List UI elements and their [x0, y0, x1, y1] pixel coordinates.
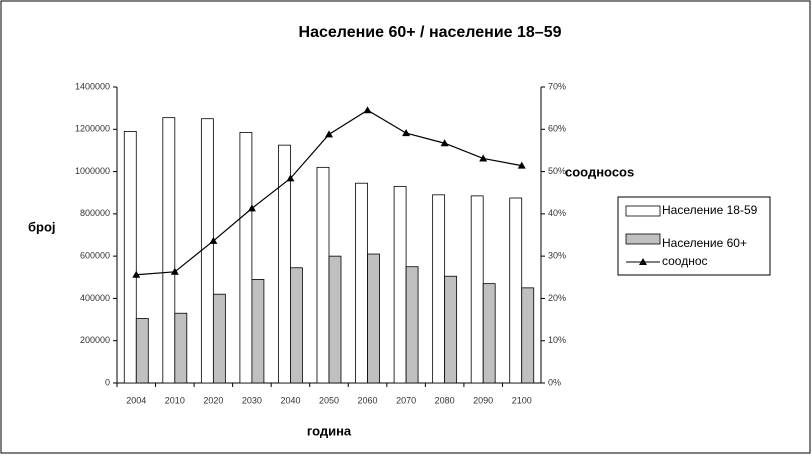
- x-tick-label: 2090: [473, 395, 493, 405]
- x-tick-label: 2060: [358, 395, 378, 405]
- bar: [278, 144, 291, 384]
- bar: [200, 118, 214, 384]
- y-tick-label: 800000: [80, 208, 110, 218]
- x-tick-label: 2050: [319, 395, 339, 405]
- y2-tick-label: 20%: [548, 293, 566, 303]
- bar: [367, 253, 380, 384]
- bar: [405, 266, 419, 384]
- x-tick-label: 2010: [165, 395, 185, 405]
- ratio-marker: [440, 139, 449, 147]
- legend-label: Население 60+: [662, 236, 747, 250]
- ratio-marker: [247, 204, 256, 212]
- bar: [355, 182, 368, 384]
- ratio-marker: [479, 154, 488, 162]
- y2-tick-label: 10%: [548, 335, 566, 345]
- x-tick-label: 2004: [126, 395, 146, 405]
- y2-tick-label: 70%: [548, 81, 566, 91]
- bar: [239, 132, 253, 384]
- ratio-marker: [402, 129, 411, 137]
- bar: [521, 287, 535, 384]
- y-tick-label: 1200000: [75, 124, 110, 134]
- bar: [162, 117, 176, 384]
- y-tick-label: 400000: [80, 293, 110, 303]
- bar: [123, 130, 137, 384]
- ratio-marker: [517, 161, 526, 169]
- bar: [444, 275, 458, 384]
- x-axis-label: година: [307, 423, 352, 438]
- legend-swatch: [625, 205, 661, 217]
- x-tick-label: 2070: [396, 395, 416, 405]
- y-tick-label: 1000000: [75, 166, 110, 176]
- y2-tick-label: 40%: [548, 208, 566, 218]
- bar: [509, 197, 523, 384]
- legend-label: Население 18-59: [662, 203, 758, 217]
- x-tick-label: 2020: [203, 395, 223, 405]
- bar: [251, 278, 265, 384]
- chart-title: Население 60+ / население 18–59: [299, 24, 562, 41]
- bar: [135, 318, 149, 384]
- bar: [290, 267, 303, 384]
- bar: [328, 255, 342, 384]
- ratio-marker: [363, 106, 372, 114]
- y2-axis-label: соодносos: [565, 164, 634, 179]
- ratio-marker: [132, 270, 141, 278]
- y2-tick-label: 50%: [548, 166, 566, 176]
- bar: [432, 194, 446, 384]
- bar: [174, 312, 188, 384]
- y-axis-label: број: [28, 219, 56, 234]
- legend-marker: [639, 258, 647, 265]
- y2-tick-label: 30%: [548, 251, 566, 261]
- y-tick-label: 0: [105, 377, 110, 387]
- x-tick-label: 2100: [512, 395, 532, 405]
- bar: [470, 195, 484, 384]
- x-tick-label: 2080: [435, 395, 455, 405]
- bar: [316, 166, 330, 384]
- bar: [212, 293, 226, 384]
- ratio-marker: [170, 267, 179, 275]
- y2-tick-label: 60%: [548, 124, 566, 134]
- ratio-marker: [325, 130, 333, 138]
- legend-label: сооднос: [662, 254, 708, 268]
- legend-swatch: [625, 233, 661, 245]
- y-tick-label: 1400000: [75, 81, 110, 91]
- ratio-marker: [286, 174, 295, 182]
- x-tick-label: 2040: [280, 395, 300, 405]
- x-tick-label: 2030: [242, 395, 262, 405]
- y2-tick-label: 0%: [548, 377, 561, 387]
- y-tick-label: 600000: [80, 251, 110, 261]
- y-tick-label: 200000: [80, 335, 110, 345]
- ratio-marker: [209, 236, 218, 244]
- bar: [393, 185, 407, 384]
- bar: [482, 283, 496, 384]
